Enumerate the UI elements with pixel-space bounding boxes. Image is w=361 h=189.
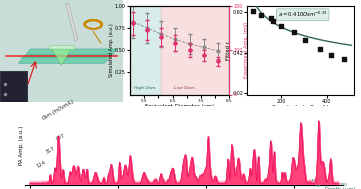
Text: 330: 330	[311, 179, 319, 183]
Point	[270, 19, 276, 22]
Text: 497: 497	[55, 132, 66, 142]
Polygon shape	[52, 49, 71, 65]
Point	[268, 16, 274, 19]
Text: Depth (μm): Depth (μm)	[325, 187, 356, 189]
Polygon shape	[18, 54, 117, 58]
Text: 330: 330	[339, 183, 347, 187]
Point	[278, 25, 284, 28]
Text: Osm.(mOsm/L): Osm.(mOsm/L)	[41, 98, 75, 121]
Polygon shape	[49, 45, 74, 49]
Polygon shape	[18, 49, 117, 63]
Y-axis label: Simulated Amp. (a.u.): Simulated Amp. (a.u.)	[109, 23, 113, 77]
Text: High Osm.: High Osm.	[134, 86, 157, 90]
Text: $a=0.410Osm^{-0.33}$: $a=0.410Osm^{-0.33}$	[278, 10, 328, 19]
Text: 124: 124	[35, 159, 47, 168]
Point	[328, 53, 334, 56]
X-axis label: Osmolarity (mOsm/L): Osmolarity (mOsm/L)	[272, 105, 329, 110]
Point	[302, 39, 308, 42]
Polygon shape	[0, 71, 27, 102]
Y-axis label: Fitted r: Fitted r	[226, 41, 231, 60]
Text: 317: 317	[44, 146, 56, 155]
Point	[258, 13, 264, 16]
Y-axis label: PA Amp. (a.u.): PA Amp. (a.u.)	[19, 126, 24, 165]
Text: 330: 330	[325, 181, 333, 185]
Polygon shape	[0, 0, 123, 102]
Bar	[161, 6, 229, 94]
X-axis label: Equivalent Diameter (μm): Equivalent Diameter (μm)	[145, 104, 214, 109]
Text: Low Osm.: Low Osm.	[174, 86, 195, 90]
Point	[250, 9, 256, 12]
Point	[291, 31, 297, 34]
Y-axis label: Experiment Amp. (mV): Experiment Amp. (mV)	[244, 22, 249, 78]
Bar	[130, 6, 161, 94]
Point	[317, 47, 323, 50]
Point	[341, 57, 347, 60]
